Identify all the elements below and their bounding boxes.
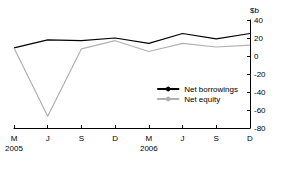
svg-text:S: S (214, 134, 219, 143)
svg-text:M: M (146, 134, 153, 143)
svg-text:2005: 2005 (5, 144, 23, 153)
svg-text:Net equity: Net equity (184, 95, 220, 104)
svg-text:40: 40 (254, 16, 263, 25)
svg-text:-40: -40 (254, 88, 266, 97)
svg-text:M: M (11, 134, 18, 143)
svg-text:20: 20 (254, 34, 263, 43)
svg-text:J: J (181, 134, 185, 143)
svg-text:2006: 2006 (140, 144, 158, 153)
svg-text:Net borrowings: Net borrowings (184, 85, 238, 94)
svg-text:-60: -60 (254, 106, 266, 115)
svg-text:$b: $b (250, 6, 259, 15)
svg-text:0: 0 (254, 52, 259, 61)
svg-text:-80: -80 (254, 124, 266, 133)
svg-text:D: D (112, 134, 118, 143)
svg-text:J: J (46, 134, 50, 143)
svg-text:S: S (79, 134, 84, 143)
svg-text:D: D (247, 134, 253, 143)
svg-text:-20: -20 (254, 70, 266, 79)
